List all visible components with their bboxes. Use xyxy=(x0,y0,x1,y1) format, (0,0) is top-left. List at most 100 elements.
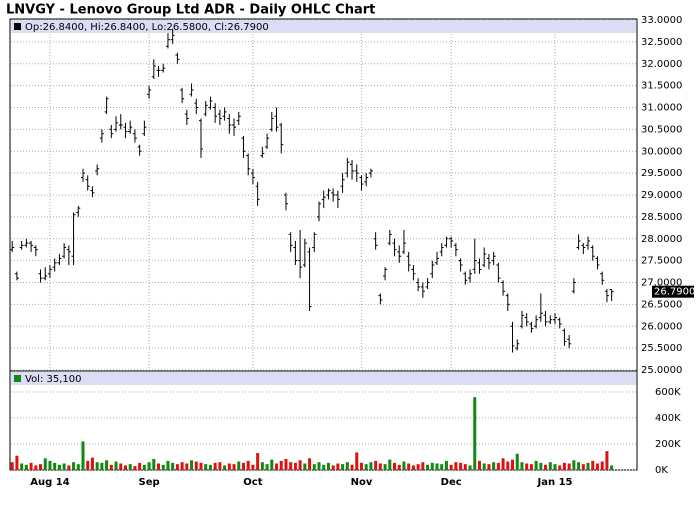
volume-band xyxy=(11,372,636,385)
volume-bar xyxy=(208,464,212,470)
volume-bar xyxy=(76,464,80,470)
volume-bar xyxy=(364,464,368,470)
volume-bar xyxy=(34,465,38,470)
volume-tick-label: 200K xyxy=(655,439,681,450)
y-tick-label: 33.0000 xyxy=(641,15,682,26)
volume-bar xyxy=(53,462,57,470)
volume-bar xyxy=(308,458,312,470)
volume-bar xyxy=(378,463,382,470)
volume-bar xyxy=(284,458,288,470)
volume-bar xyxy=(312,464,316,470)
volume-bar xyxy=(511,459,515,470)
volume-bar xyxy=(20,463,24,470)
volume-bar xyxy=(317,462,321,470)
volume-bar xyxy=(397,464,401,470)
volume-bar xyxy=(251,464,255,470)
volume-bar xyxy=(241,462,245,470)
volume-bar xyxy=(567,463,571,470)
volume-bar xyxy=(185,463,189,470)
volume-bar xyxy=(482,463,486,470)
volume-bar xyxy=(39,464,43,470)
volume-bar xyxy=(293,462,297,470)
volume-bar xyxy=(114,461,118,470)
volume-bar xyxy=(90,457,94,470)
volume-bar xyxy=(180,462,184,470)
volume-bar xyxy=(581,464,585,470)
y-tick-label: 30.5000 xyxy=(641,124,682,135)
volume-bar xyxy=(388,459,392,470)
volume-bar xyxy=(610,465,614,470)
chart-title: LNVGY - Lenovo Group Ltd ADR - Daily OHL… xyxy=(6,3,375,18)
y-tick-label: 31.5000 xyxy=(641,81,682,92)
volume-panel xyxy=(9,370,638,471)
volume-bar xyxy=(600,461,604,470)
volume-bar xyxy=(591,460,595,470)
volume-bar xyxy=(29,462,33,470)
y-tick-label: 26.5000 xyxy=(641,299,682,310)
y-tick-label: 29.0000 xyxy=(641,190,682,201)
volume-bar xyxy=(128,464,132,470)
volume-bar xyxy=(595,463,599,470)
volume-bar xyxy=(190,460,194,470)
volume-tick-label: 0K xyxy=(655,465,668,476)
volume-bar xyxy=(577,462,581,470)
volume-bar xyxy=(10,462,14,470)
last-price-label: 26.7900 xyxy=(654,287,695,298)
volume-bar xyxy=(166,460,170,470)
volume-bar xyxy=(572,460,576,470)
last-price-box xyxy=(652,285,694,298)
volume-bar xyxy=(416,464,420,470)
y-tick-label: 31.0000 xyxy=(641,103,682,114)
volume-bar xyxy=(256,453,260,470)
volume-bar xyxy=(515,453,519,470)
volume-bar xyxy=(402,461,406,470)
volume-bar xyxy=(147,462,151,470)
volume-bar xyxy=(477,460,481,470)
volume-bar xyxy=(218,462,222,470)
volume-bar xyxy=(506,461,510,470)
volume-bar xyxy=(15,455,19,470)
x-tick-label: Dec xyxy=(441,477,462,488)
volume-bar xyxy=(529,464,533,470)
volume-bar xyxy=(463,464,467,470)
volume-bar xyxy=(95,462,99,470)
volume-bar xyxy=(260,462,264,470)
volume-bar xyxy=(369,462,373,470)
x-tick-label: Nov xyxy=(351,477,373,488)
volume-bar xyxy=(548,462,552,470)
volume-bar xyxy=(57,464,61,470)
volume-bar xyxy=(605,451,609,470)
volume-bar xyxy=(501,458,505,470)
volume-bar xyxy=(142,464,146,470)
volume-bar xyxy=(171,462,175,470)
y-tick-label: 25.0000 xyxy=(641,365,682,376)
volume-bar xyxy=(430,462,434,470)
volume-bar xyxy=(440,464,444,470)
volume-bar xyxy=(72,462,76,470)
volume-bar xyxy=(81,441,85,470)
volume-bar xyxy=(270,459,274,470)
volume-bar xyxy=(468,465,472,470)
volume-bar xyxy=(24,464,28,470)
volume-bar xyxy=(86,460,90,470)
volume-bar xyxy=(157,463,161,470)
volume-bar xyxy=(161,464,165,470)
info-band xyxy=(11,20,636,33)
volume-bar xyxy=(487,464,491,470)
volume-bar xyxy=(355,452,359,470)
volume-bar xyxy=(411,465,415,470)
volume-bar xyxy=(374,460,378,470)
volume-bar xyxy=(246,460,250,470)
volume-bar xyxy=(133,466,137,470)
volume-bar xyxy=(100,462,104,470)
volume-bar xyxy=(496,462,500,470)
y-tick-label: 29.5000 xyxy=(641,168,682,179)
volume-label: Vol: 35,100 xyxy=(25,374,82,385)
volume-bar xyxy=(449,464,453,470)
volume-bar xyxy=(303,463,307,470)
y-tick-label: 30.0000 xyxy=(641,146,682,157)
y-tick-label: 27.0000 xyxy=(641,278,682,289)
volume-bar xyxy=(105,460,109,470)
volume-bar xyxy=(534,460,538,470)
